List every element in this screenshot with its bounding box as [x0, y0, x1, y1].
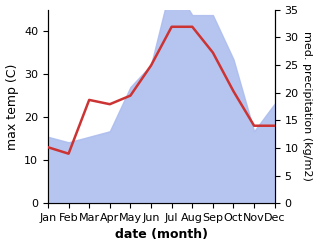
X-axis label: date (month): date (month)	[115, 228, 208, 242]
Y-axis label: max temp (C): max temp (C)	[5, 63, 18, 149]
Y-axis label: med. precipitation (kg/m2): med. precipitation (kg/m2)	[302, 31, 313, 181]
